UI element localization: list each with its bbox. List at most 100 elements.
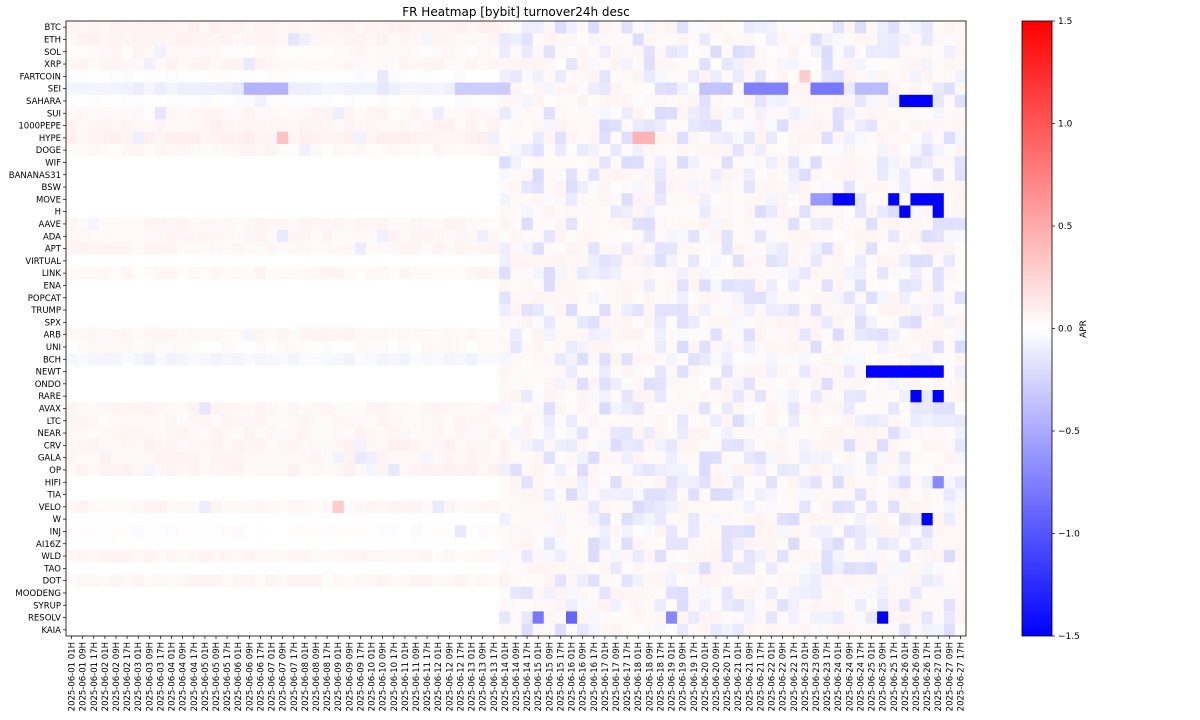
heatmap-cell	[688, 365, 700, 379]
heatmap-cell	[310, 230, 322, 243]
heatmap-cell	[321, 623, 334, 637]
heatmap-cell	[466, 500, 478, 514]
heatmap-cell	[399, 611, 411, 625]
heatmap-cell	[666, 562, 678, 575]
heatmap-cell	[421, 45, 434, 59]
heatmap-cell	[821, 180, 834, 194]
heatmap-cell	[599, 402, 611, 415]
heatmap-cell	[910, 623, 922, 637]
heatmap-cell	[454, 193, 467, 206]
heatmap-cell	[288, 94, 300, 108]
heatmap-cell	[288, 402, 300, 415]
heatmap-cell	[799, 451, 811, 465]
heatmap-cell	[132, 70, 145, 83]
heatmap-cell	[388, 303, 400, 317]
heatmap-cell	[232, 451, 245, 465]
heatmap-cell	[599, 537, 611, 551]
heatmap-cell	[832, 144, 845, 157]
heatmap-cell	[743, 549, 756, 563]
heatmap-cell	[399, 463, 411, 477]
x-tick-label: 2025-06-22 09H	[779, 642, 789, 711]
heatmap-cell	[599, 230, 611, 243]
heatmap-cell	[943, 390, 956, 403]
heatmap-cell	[532, 242, 545, 256]
heatmap-cell	[77, 242, 89, 256]
heatmap-cell	[943, 353, 956, 366]
heatmap-cell	[554, 537, 567, 551]
heatmap-cell	[343, 254, 356, 268]
heatmap-cell	[732, 131, 745, 145]
heatmap-cell	[110, 21, 122, 34]
heatmap-cell	[921, 340, 934, 354]
x-tick-label: 2025-06-22 01H	[768, 642, 778, 711]
heatmap-cell	[599, 549, 611, 563]
heatmap-cell	[543, 611, 556, 625]
heatmap-cell	[677, 107, 689, 120]
heatmap-cell	[454, 180, 467, 194]
heatmap-cell	[388, 611, 400, 625]
heatmap-cell	[143, 414, 156, 428]
heatmap-cell	[766, 316, 778, 329]
heatmap-cell	[366, 33, 378, 46]
heatmap-cell	[99, 205, 111, 219]
heatmap-cell	[310, 525, 322, 538]
heatmap-cell	[332, 463, 345, 477]
heatmap-cell	[710, 463, 722, 477]
heatmap-cell	[532, 21, 545, 34]
heatmap-cell	[777, 316, 789, 329]
heatmap-cell	[288, 353, 300, 366]
heatmap-cell	[754, 353, 767, 366]
heatmap-cell	[577, 45, 589, 59]
heatmap-cell	[343, 316, 356, 329]
heatmap-cell	[721, 205, 734, 219]
heatmap-cell	[166, 193, 178, 206]
heatmap-cell	[199, 353, 211, 366]
heatmap-cell	[954, 144, 967, 157]
heatmap-cell	[921, 451, 934, 465]
heatmap-cell	[210, 57, 222, 71]
heatmap-cell	[88, 377, 100, 391]
heatmap-cell	[843, 390, 856, 403]
heatmap-cell	[121, 168, 134, 182]
x-tick-label: 2025-06-20 09H	[712, 642, 722, 711]
heatmap-cell	[832, 94, 845, 108]
heatmap-cell	[210, 513, 222, 526]
heatmap-cell	[399, 623, 411, 637]
heatmap-cell	[899, 119, 911, 133]
heatmap-cell	[599, 267, 611, 280]
heatmap-cell	[132, 623, 145, 637]
heatmap-cell	[866, 180, 878, 194]
heatmap-cell	[832, 562, 845, 575]
heatmap-cell	[843, 500, 856, 514]
heatmap-cell	[521, 451, 534, 465]
heatmap-cell	[488, 45, 500, 59]
heatmap-cell	[832, 180, 845, 194]
heatmap-cell	[399, 45, 411, 59]
heatmap-cell	[854, 488, 867, 502]
heatmap-cell	[566, 500, 578, 514]
heatmap-cell	[632, 574, 645, 588]
heatmap-cell	[366, 623, 378, 637]
heatmap-cell	[866, 21, 878, 34]
heatmap-cell	[443, 340, 456, 354]
heatmap-cell	[177, 217, 189, 231]
heatmap-cell	[743, 463, 756, 477]
heatmap-cell	[66, 390, 78, 403]
heatmap-cell	[132, 230, 145, 243]
heatmap-cell	[188, 33, 200, 46]
heatmap-cell	[854, 537, 867, 551]
heatmap-cell	[321, 254, 334, 268]
heatmap-cell	[432, 254, 445, 268]
heatmap-cell	[110, 586, 122, 600]
heatmap-cell	[254, 242, 267, 256]
heatmap-cell	[454, 599, 467, 612]
heatmap-cell	[166, 525, 178, 538]
heatmap-cell	[288, 426, 300, 440]
heatmap-cell	[210, 328, 222, 342]
heatmap-cell	[377, 242, 389, 256]
heatmap-cell	[88, 353, 100, 366]
heatmap-cell	[877, 513, 889, 526]
heatmap-cell	[254, 525, 267, 538]
heatmap-cell	[110, 623, 122, 637]
heatmap-cell	[654, 131, 667, 145]
